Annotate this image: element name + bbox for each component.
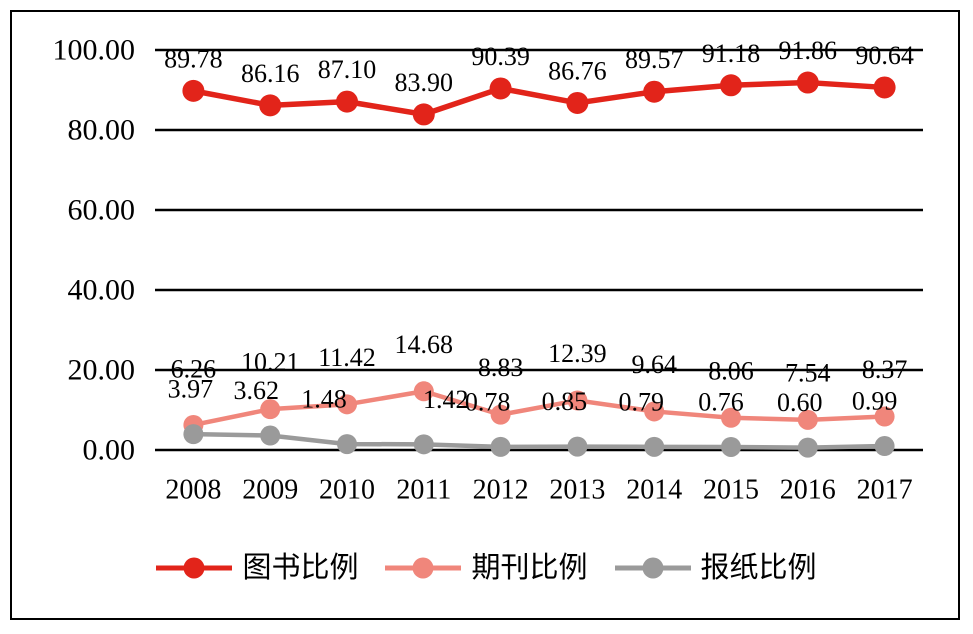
- data-point-marker-books: [412, 103, 435, 126]
- data-label-periodicals: 8.83: [478, 353, 524, 382]
- data-point-marker-periodicals: [413, 381, 434, 402]
- series-line-newspapers: [191, 431, 887, 450]
- data-point-marker-periodicals: [797, 409, 818, 430]
- x-axis-tick-label: 2017: [857, 475, 913, 506]
- data-label-books: 86.16: [241, 59, 300, 88]
- data-label-periodicals: 8.06: [708, 356, 754, 385]
- legend-item-newspapers: 报纸比例: [614, 551, 817, 584]
- data-label-newspapers: 0.99: [852, 387, 898, 416]
- data-label-newspapers: 0.79: [618, 387, 664, 416]
- chart-border-frame: [10, 10, 960, 620]
- y-axis-tick-label: 0.00: [83, 434, 136, 467]
- data-label-newspapers: 0.85: [542, 387, 588, 416]
- data-point-marker-newspapers: [260, 425, 281, 446]
- data-label-books: 89.57: [625, 45, 684, 74]
- data-point-marker-books: [873, 76, 896, 99]
- data-point-marker-newspapers: [567, 436, 588, 457]
- data-point-marker-periodicals: [337, 394, 357, 415]
- data-label-newspapers: 1.42: [423, 385, 469, 414]
- x-axis-tick-label: 2011: [396, 475, 451, 506]
- data-point-marker-books: [336, 90, 358, 113]
- data-label-periodicals: 11.42: [318, 343, 376, 372]
- data-point-marker-newspapers: [721, 436, 741, 457]
- data-point-marker-books: [796, 71, 819, 94]
- data-label-periodicals: 8.37: [862, 355, 908, 384]
- data-point-marker-newspapers: [490, 436, 511, 457]
- data-point-marker-periodicals: [721, 407, 741, 428]
- data-label-books: 91.18: [702, 39, 761, 68]
- data-point-marker-books: [566, 91, 589, 114]
- x-axis-tick-label: 2012: [473, 475, 529, 506]
- data-label-periodicals: 9.64: [631, 350, 677, 379]
- series-line-periodicals: [191, 389, 887, 428]
- y-axis-tick-label: 60.00: [68, 194, 136, 227]
- series-line-books: [190, 79, 888, 118]
- legend-label: 期刊比例: [471, 551, 588, 584]
- data-point-marker-newspapers: [797, 437, 818, 458]
- data-label-periodicals: 10.21: [241, 348, 300, 377]
- data-point-marker-newspapers: [413, 434, 434, 455]
- x-axis-tick-label: 2016: [780, 475, 836, 506]
- data-label-newspapers: 1.48: [301, 385, 347, 414]
- y-axis-tick-label: 40.00: [68, 274, 136, 307]
- data-point-marker-books: [643, 80, 666, 103]
- legend-item-periodicals: 期刊比例: [385, 551, 588, 584]
- x-axis-tick-label: 2008: [165, 475, 221, 506]
- x-axis-tick-label: 2010: [319, 475, 375, 506]
- legend-label: 图书比例: [242, 551, 359, 584]
- data-point-marker-books: [182, 79, 205, 102]
- data-label-newspapers: 3.97: [168, 375, 214, 404]
- data-label-newspapers: 3.62: [233, 376, 279, 405]
- data-point-marker-newspapers: [337, 434, 357, 455]
- data-label-books: 83.90: [395, 68, 454, 97]
- y-axis-tick-label: 20.00: [68, 354, 136, 387]
- legend-item-books: 图书比例: [156, 551, 359, 584]
- data-point-marker-newspapers: [874, 436, 895, 457]
- legend: 图书比例 期刊比例 报纸比例: [0, 546, 973, 590]
- data-label-periodicals: 7.54: [785, 358, 831, 387]
- data-point-marker-periodicals: [874, 406, 895, 427]
- legend-marker-icon: [156, 557, 233, 579]
- data-label-books: 89.78: [164, 44, 223, 73]
- data-point-marker-newspapers: [644, 436, 665, 457]
- legend-label: 报纸比例: [700, 551, 817, 584]
- data-label-books: 90.64: [855, 41, 914, 70]
- data-point-marker-books: [489, 77, 512, 100]
- data-point-marker-books: [720, 74, 742, 97]
- data-label-books: 87.10: [318, 55, 377, 84]
- x-axis-tick-label: 2015: [703, 475, 759, 506]
- data-label-periodicals: 6.26: [171, 354, 217, 383]
- legend-marker-icon: [614, 557, 691, 579]
- y-axis-tick-label: 80.00: [68, 114, 136, 147]
- data-point-marker-books: [259, 94, 282, 117]
- x-axis-tick-label: 2009: [242, 475, 298, 506]
- data-label-newspapers: 0.60: [777, 388, 823, 417]
- data-point-marker-newspapers: [183, 424, 204, 445]
- y-axis-tick-label: 100.00: [53, 34, 136, 67]
- data-point-marker-periodicals: [644, 401, 665, 422]
- data-label-newspapers: 0.76: [698, 387, 744, 416]
- x-axis-tick-label: 2014: [626, 475, 682, 506]
- data-point-marker-periodicals: [567, 390, 588, 411]
- data-label-books: 90.39: [471, 42, 530, 71]
- data-label-periodicals: 14.68: [395, 330, 454, 359]
- data-label-books: 91.86: [779, 36, 838, 65]
- x-axis-tick-label: 2013: [549, 475, 605, 506]
- data-label-newspapers: 0.78: [465, 387, 511, 416]
- legend-marker-icon: [385, 557, 462, 579]
- data-label-books: 86.76: [548, 56, 607, 85]
- data-label-periodicals: 12.39: [548, 339, 607, 368]
- data-point-marker-periodicals: [490, 404, 511, 425]
- data-point-marker-periodicals: [260, 399, 281, 420]
